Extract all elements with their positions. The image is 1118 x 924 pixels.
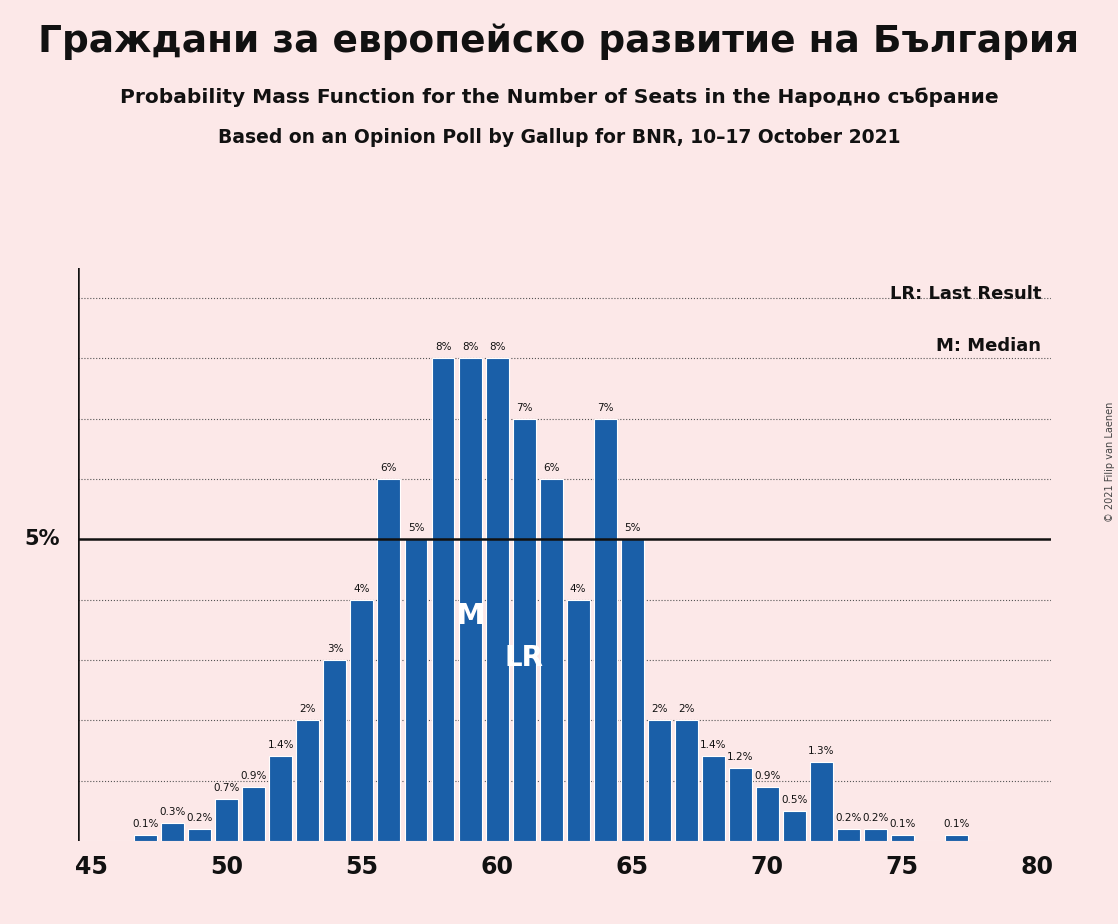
Bar — [432, 359, 455, 841]
Text: 5%: 5% — [408, 523, 424, 533]
Text: 2%: 2% — [651, 704, 667, 714]
Text: M: M — [456, 602, 484, 630]
Text: 5%: 5% — [25, 529, 60, 550]
Text: 0.7%: 0.7% — [214, 783, 240, 793]
Bar — [809, 762, 833, 841]
Bar — [783, 810, 806, 841]
Text: 0.3%: 0.3% — [160, 807, 186, 817]
Bar — [647, 720, 671, 841]
Text: M: Median: M: Median — [936, 336, 1041, 355]
Text: 8%: 8% — [462, 343, 479, 352]
Bar — [836, 829, 860, 841]
Bar — [512, 419, 536, 841]
Bar — [620, 540, 644, 841]
Text: 3%: 3% — [326, 644, 343, 654]
Bar — [485, 359, 509, 841]
Bar — [188, 829, 211, 841]
Text: 1.4%: 1.4% — [267, 740, 294, 750]
Bar — [945, 834, 968, 841]
Bar — [243, 786, 265, 841]
Bar — [134, 834, 158, 841]
Text: Probability Mass Function for the Number of Seats in the Народно събрание: Probability Mass Function for the Number… — [120, 88, 998, 107]
Text: 0.1%: 0.1% — [944, 819, 969, 829]
Bar — [567, 600, 589, 841]
Text: Based on an Opinion Poll by Gallup for BNR, 10–17 October 2021: Based on an Opinion Poll by Gallup for B… — [218, 128, 900, 147]
Bar — [594, 419, 617, 841]
Bar — [161, 822, 184, 841]
Bar — [269, 757, 293, 841]
Text: 1.3%: 1.3% — [808, 747, 834, 757]
Text: LR: LR — [504, 644, 543, 672]
Bar — [540, 479, 562, 841]
Text: 0.9%: 0.9% — [754, 771, 780, 781]
Text: 0.2%: 0.2% — [187, 813, 214, 822]
Text: 0.1%: 0.1% — [133, 819, 159, 829]
Text: 8%: 8% — [435, 343, 452, 352]
Bar — [702, 757, 724, 841]
Bar — [729, 769, 751, 841]
Text: 6%: 6% — [381, 463, 397, 473]
Text: 2%: 2% — [678, 704, 694, 714]
Text: 6%: 6% — [543, 463, 559, 473]
Bar — [296, 720, 320, 841]
Bar — [323, 660, 347, 841]
Text: 4%: 4% — [353, 584, 370, 593]
Text: 0.2%: 0.2% — [862, 813, 889, 822]
Bar — [405, 540, 427, 841]
Text: 0.5%: 0.5% — [781, 795, 807, 805]
Text: Граждани за европейско развитие на България: Граждани за европейско развитие на Бълга… — [38, 23, 1080, 60]
Text: 2%: 2% — [300, 704, 316, 714]
Bar — [378, 479, 400, 841]
Text: 8%: 8% — [489, 343, 505, 352]
Bar — [458, 359, 482, 841]
Bar — [216, 798, 238, 841]
Text: 1.4%: 1.4% — [700, 740, 727, 750]
Text: LR: Last Result: LR: Last Result — [890, 286, 1041, 303]
Text: 0.9%: 0.9% — [240, 771, 267, 781]
Bar — [674, 720, 698, 841]
Text: © 2021 Filip van Laenen: © 2021 Filip van Laenen — [1105, 402, 1115, 522]
Text: 4%: 4% — [570, 584, 586, 593]
Text: 7%: 7% — [597, 403, 614, 413]
Text: 0.2%: 0.2% — [835, 813, 862, 822]
Text: 5%: 5% — [624, 523, 641, 533]
Bar — [891, 834, 913, 841]
Text: 7%: 7% — [515, 403, 532, 413]
Bar — [756, 786, 779, 841]
Bar — [864, 829, 887, 841]
Bar — [350, 600, 373, 841]
Text: 0.1%: 0.1% — [889, 819, 916, 829]
Text: 1.2%: 1.2% — [727, 752, 754, 762]
